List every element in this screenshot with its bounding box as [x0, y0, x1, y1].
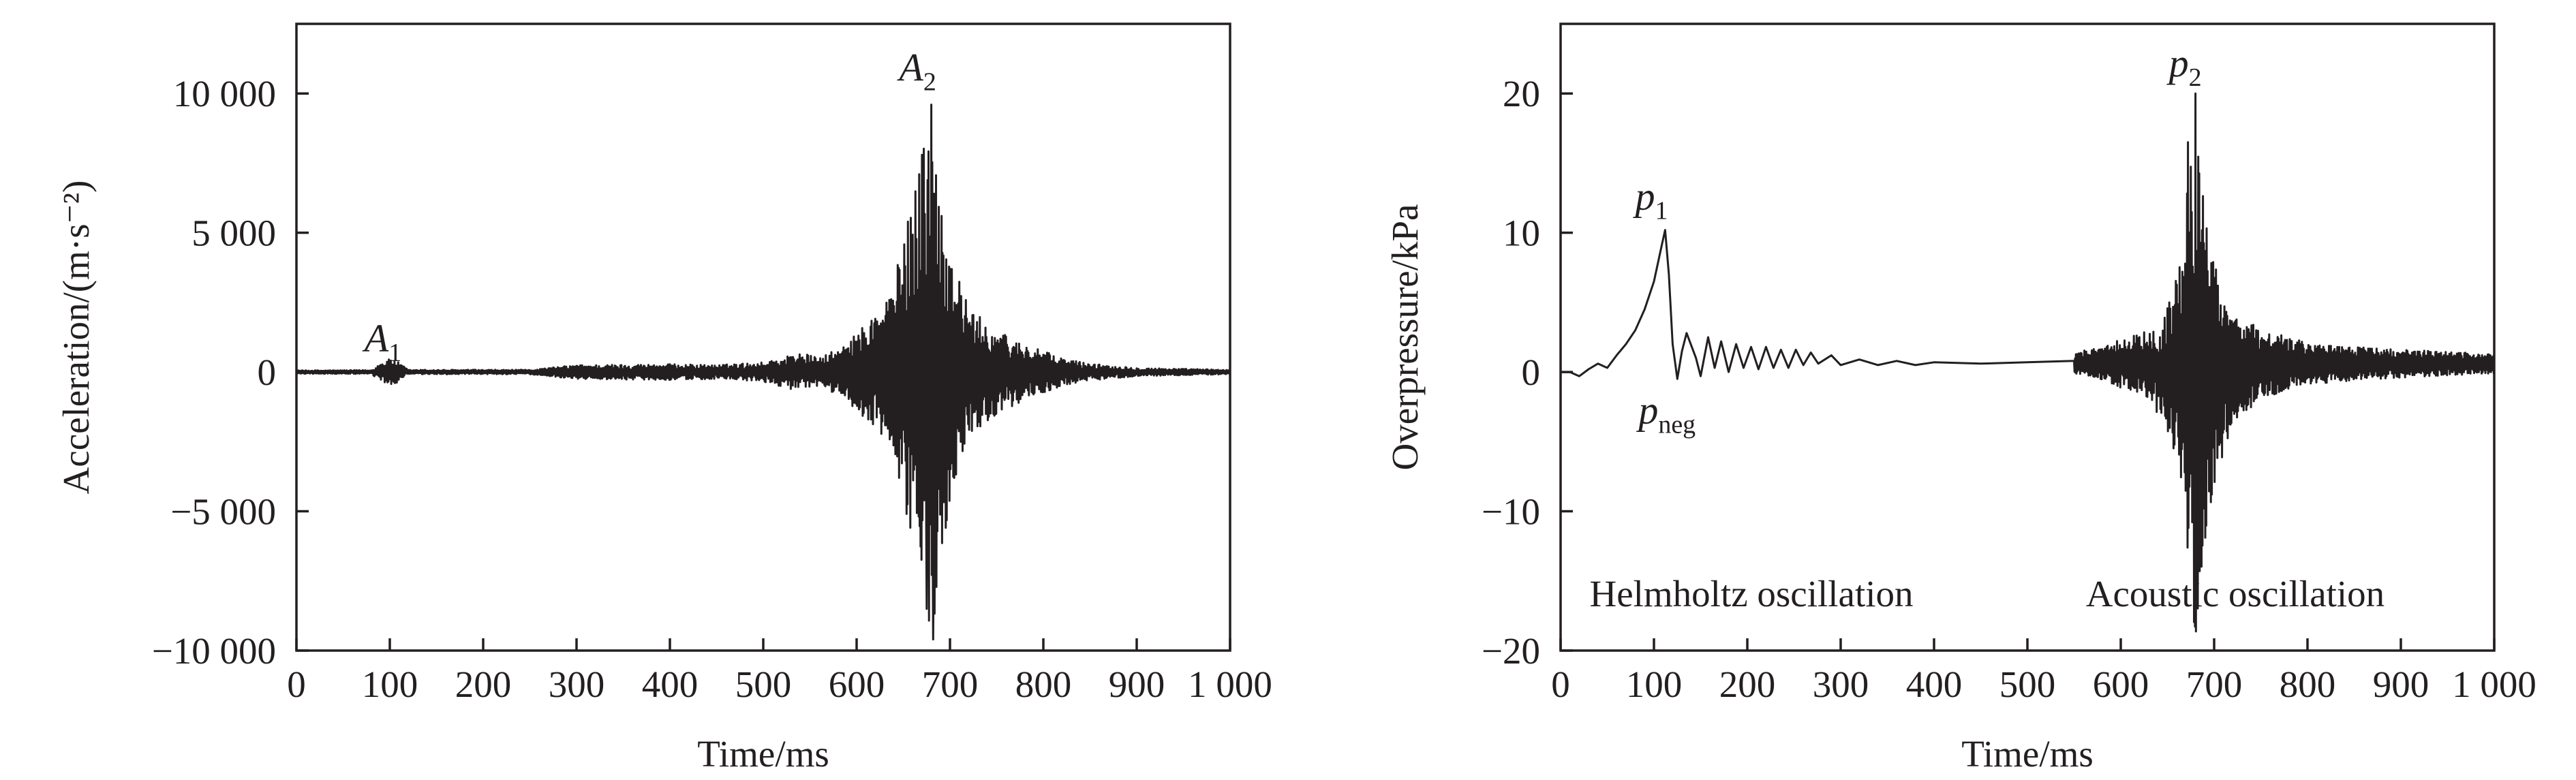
- x-tick-label: 900: [2373, 664, 2429, 705]
- overpressure-chart: 0 100 200 300 400 500 600 700 800 900 1 000 −20−10…: [1384, 22, 2536, 775]
- acceleration-y-axis-title: Acceleration/(m·s⁻²): [55, 181, 97, 495]
- overpressure-y-axis-title: Overpressure/kPa: [1384, 204, 1426, 471]
- peak-annotation: p2: [2166, 41, 2202, 92]
- x-tick-label: 800: [1015, 664, 1072, 705]
- x-tick-label: 0: [287, 664, 306, 705]
- y-tick-label: −5 000: [170, 491, 276, 533]
- x-tick-label: 400: [1906, 664, 1963, 705]
- acceleration-plot-frame: [295, 22, 1231, 652]
- y-tick-label: −20: [1482, 630, 1540, 672]
- signal-line: [295, 104, 1231, 641]
- x-tick-label: 200: [455, 664, 512, 705]
- acceleration-annotations: A1 A2: [362, 46, 936, 368]
- acceleration-x-ticks: 0 100 200 300 400 500 600 700 800 900 1 000: [287, 638, 1272, 705]
- y-tick-label: 0: [258, 352, 277, 393]
- x-tick-label: 100: [362, 664, 418, 705]
- overpressure-annotations: p1 p2 pneg: [1632, 41, 2201, 439]
- x-tick-label: 800: [2280, 664, 2336, 705]
- x-tick-label: 500: [735, 664, 792, 705]
- overpressure-trace: [1561, 92, 2496, 633]
- acceleration-trace: [295, 104, 1231, 641]
- acceleration-y-ticks: −10 000 −5 000 0 5 000 10 000: [152, 73, 309, 672]
- y-tick-label: 20: [1503, 73, 1540, 114]
- acceleration-chart: 0 100 200 300 400 500 600 700 800 900 1 000 −10 00…: [55, 22, 1272, 775]
- acoustic-region-label: Acoustic oscillation: [2086, 573, 2385, 614]
- x-tick-label: 500: [1999, 664, 2056, 705]
- x-tick-label: 700: [2186, 664, 2243, 705]
- overpressure-x-axis-title: Time/ms: [1961, 733, 2094, 775]
- x-tick-label: 100: [1626, 664, 1683, 705]
- x-tick-label: 900: [1109, 664, 1165, 705]
- x-tick-label: 200: [1719, 664, 1776, 705]
- helmholtz-region-label: Helmholtz oscillation: [1589, 573, 1913, 614]
- overpressure-x-ticks: 0 100 200 300 400 500 600 700 800 900 1 000: [1551, 638, 2536, 705]
- peak-annotation: A2: [896, 46, 936, 97]
- signal-line: [1561, 92, 2496, 633]
- x-tick-label: 1 000: [2452, 664, 2536, 705]
- acceleration-x-axis-title: Time/ms: [697, 733, 829, 775]
- overpressure-y-ticks: −20 −10 0 10 20: [1482, 73, 1573, 672]
- peak-annotation: A1: [362, 316, 401, 367]
- x-tick-label: 600: [2093, 664, 2149, 705]
- x-tick-label: 600: [829, 664, 885, 705]
- y-tick-label: 5 000: [191, 213, 276, 254]
- peak-annotation: pneg: [1636, 388, 1696, 439]
- x-tick-label: 700: [922, 664, 979, 705]
- y-tick-label: −10 000: [152, 630, 276, 672]
- y-tick-label: −10: [1482, 491, 1540, 533]
- x-tick-label: 1 000: [1188, 664, 1272, 705]
- peak-annotation: p1: [1632, 174, 1668, 225]
- overpressure-plot-frame: [1559, 22, 2496, 652]
- y-tick-label: 10: [1503, 213, 1540, 254]
- x-tick-label: 300: [1813, 664, 1869, 705]
- y-tick-label: 10 000: [173, 73, 276, 114]
- x-tick-label: 0: [1551, 664, 1570, 705]
- x-tick-label: 400: [642, 664, 699, 705]
- y-tick-label: 0: [1522, 352, 1541, 393]
- x-tick-label: 300: [549, 664, 605, 705]
